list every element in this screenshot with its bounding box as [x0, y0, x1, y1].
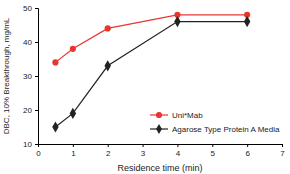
tick-mark	[35, 8, 38, 9]
tick-mark	[73, 144, 74, 147]
data-point	[105, 25, 111, 31]
tick-mark	[35, 144, 38, 145]
tick: 40	[23, 38, 38, 47]
axis-line	[35, 9, 39, 145]
tick-label: 50	[23, 4, 32, 13]
tick-mark	[247, 144, 248, 147]
y-axis-title: DBC, 10% Breakthrough, mg/mL	[2, 17, 11, 134]
tick-mark	[212, 144, 213, 147]
data-point	[70, 46, 76, 52]
tick-label: 4	[176, 149, 181, 158]
tick-label: 40	[23, 38, 32, 47]
tick-label: 0	[36, 149, 41, 158]
legend-label: Agarose Type Protein A Media	[172, 125, 280, 134]
legend: Uni*Mab Agarose Type Protein A Media	[150, 111, 280, 134]
tick: 3	[141, 144, 146, 158]
legend-item: Uni*Mab	[150, 111, 203, 120]
tick-label: 30	[23, 72, 32, 81]
tick: 10	[23, 140, 38, 149]
data-point	[52, 59, 58, 65]
tick-mark	[143, 144, 144, 147]
plot-area: 0 1 2 3 4 5 6 7 10 20 30 40 50 Uni*Mab Agarose Type Pr…	[23, 4, 285, 158]
data-point	[174, 16, 180, 27]
tick: 0	[36, 144, 41, 158]
tick: 2	[106, 144, 111, 158]
legend-marker	[156, 112, 162, 118]
x-axis: 0 1 2 3 4 5 6 7	[36, 144, 285, 158]
tick: 30	[23, 72, 38, 81]
tick: 5	[211, 144, 216, 158]
legend-label: Uni*Mab	[172, 111, 203, 120]
tick-label: 7	[280, 149, 285, 158]
data-point	[244, 16, 250, 27]
y-axis: 10 20 30 40 50	[23, 4, 38, 149]
data-point	[52, 121, 58, 132]
tick-label: 2	[106, 149, 111, 158]
tick: 50	[23, 4, 38, 13]
tick: 20	[23, 106, 38, 115]
tick-label: 3	[141, 149, 146, 158]
tick-mark	[35, 76, 38, 77]
data-point	[70, 108, 76, 119]
tick-label: 10	[23, 140, 32, 149]
tick-mark	[177, 144, 178, 147]
x-axis-title: Residence time (min)	[117, 163, 202, 173]
tick-mark	[282, 144, 283, 147]
tick-label: 1	[71, 149, 76, 158]
tick-mark	[35, 110, 38, 111]
tick: 7	[280, 144, 285, 158]
marks	[52, 12, 250, 133]
axis-line	[39, 145, 283, 148]
data-point	[104, 60, 110, 71]
tick-label: 6	[245, 149, 250, 158]
legend-item: Agarose Type Protein A Media	[150, 124, 280, 134]
series-line	[55, 22, 247, 127]
tick-mark	[108, 144, 109, 147]
tick: 1	[71, 144, 76, 158]
legend-marker	[156, 124, 162, 134]
chart-container: 0 1 2 3 4 5 6 7 10 20 30 40 50 Uni*Mab Agarose Type Pr…	[0, 0, 290, 174]
chart-svg: 0 1 2 3 4 5 6 7 10 20 30 40 50 Uni*Mab Agarose Type Pr…	[0, 0, 290, 174]
tick-mark	[35, 42, 38, 43]
tick: 4	[176, 144, 181, 158]
tick-label: 5	[211, 149, 216, 158]
tick: 6	[245, 144, 250, 158]
tick-label: 20	[23, 106, 32, 115]
